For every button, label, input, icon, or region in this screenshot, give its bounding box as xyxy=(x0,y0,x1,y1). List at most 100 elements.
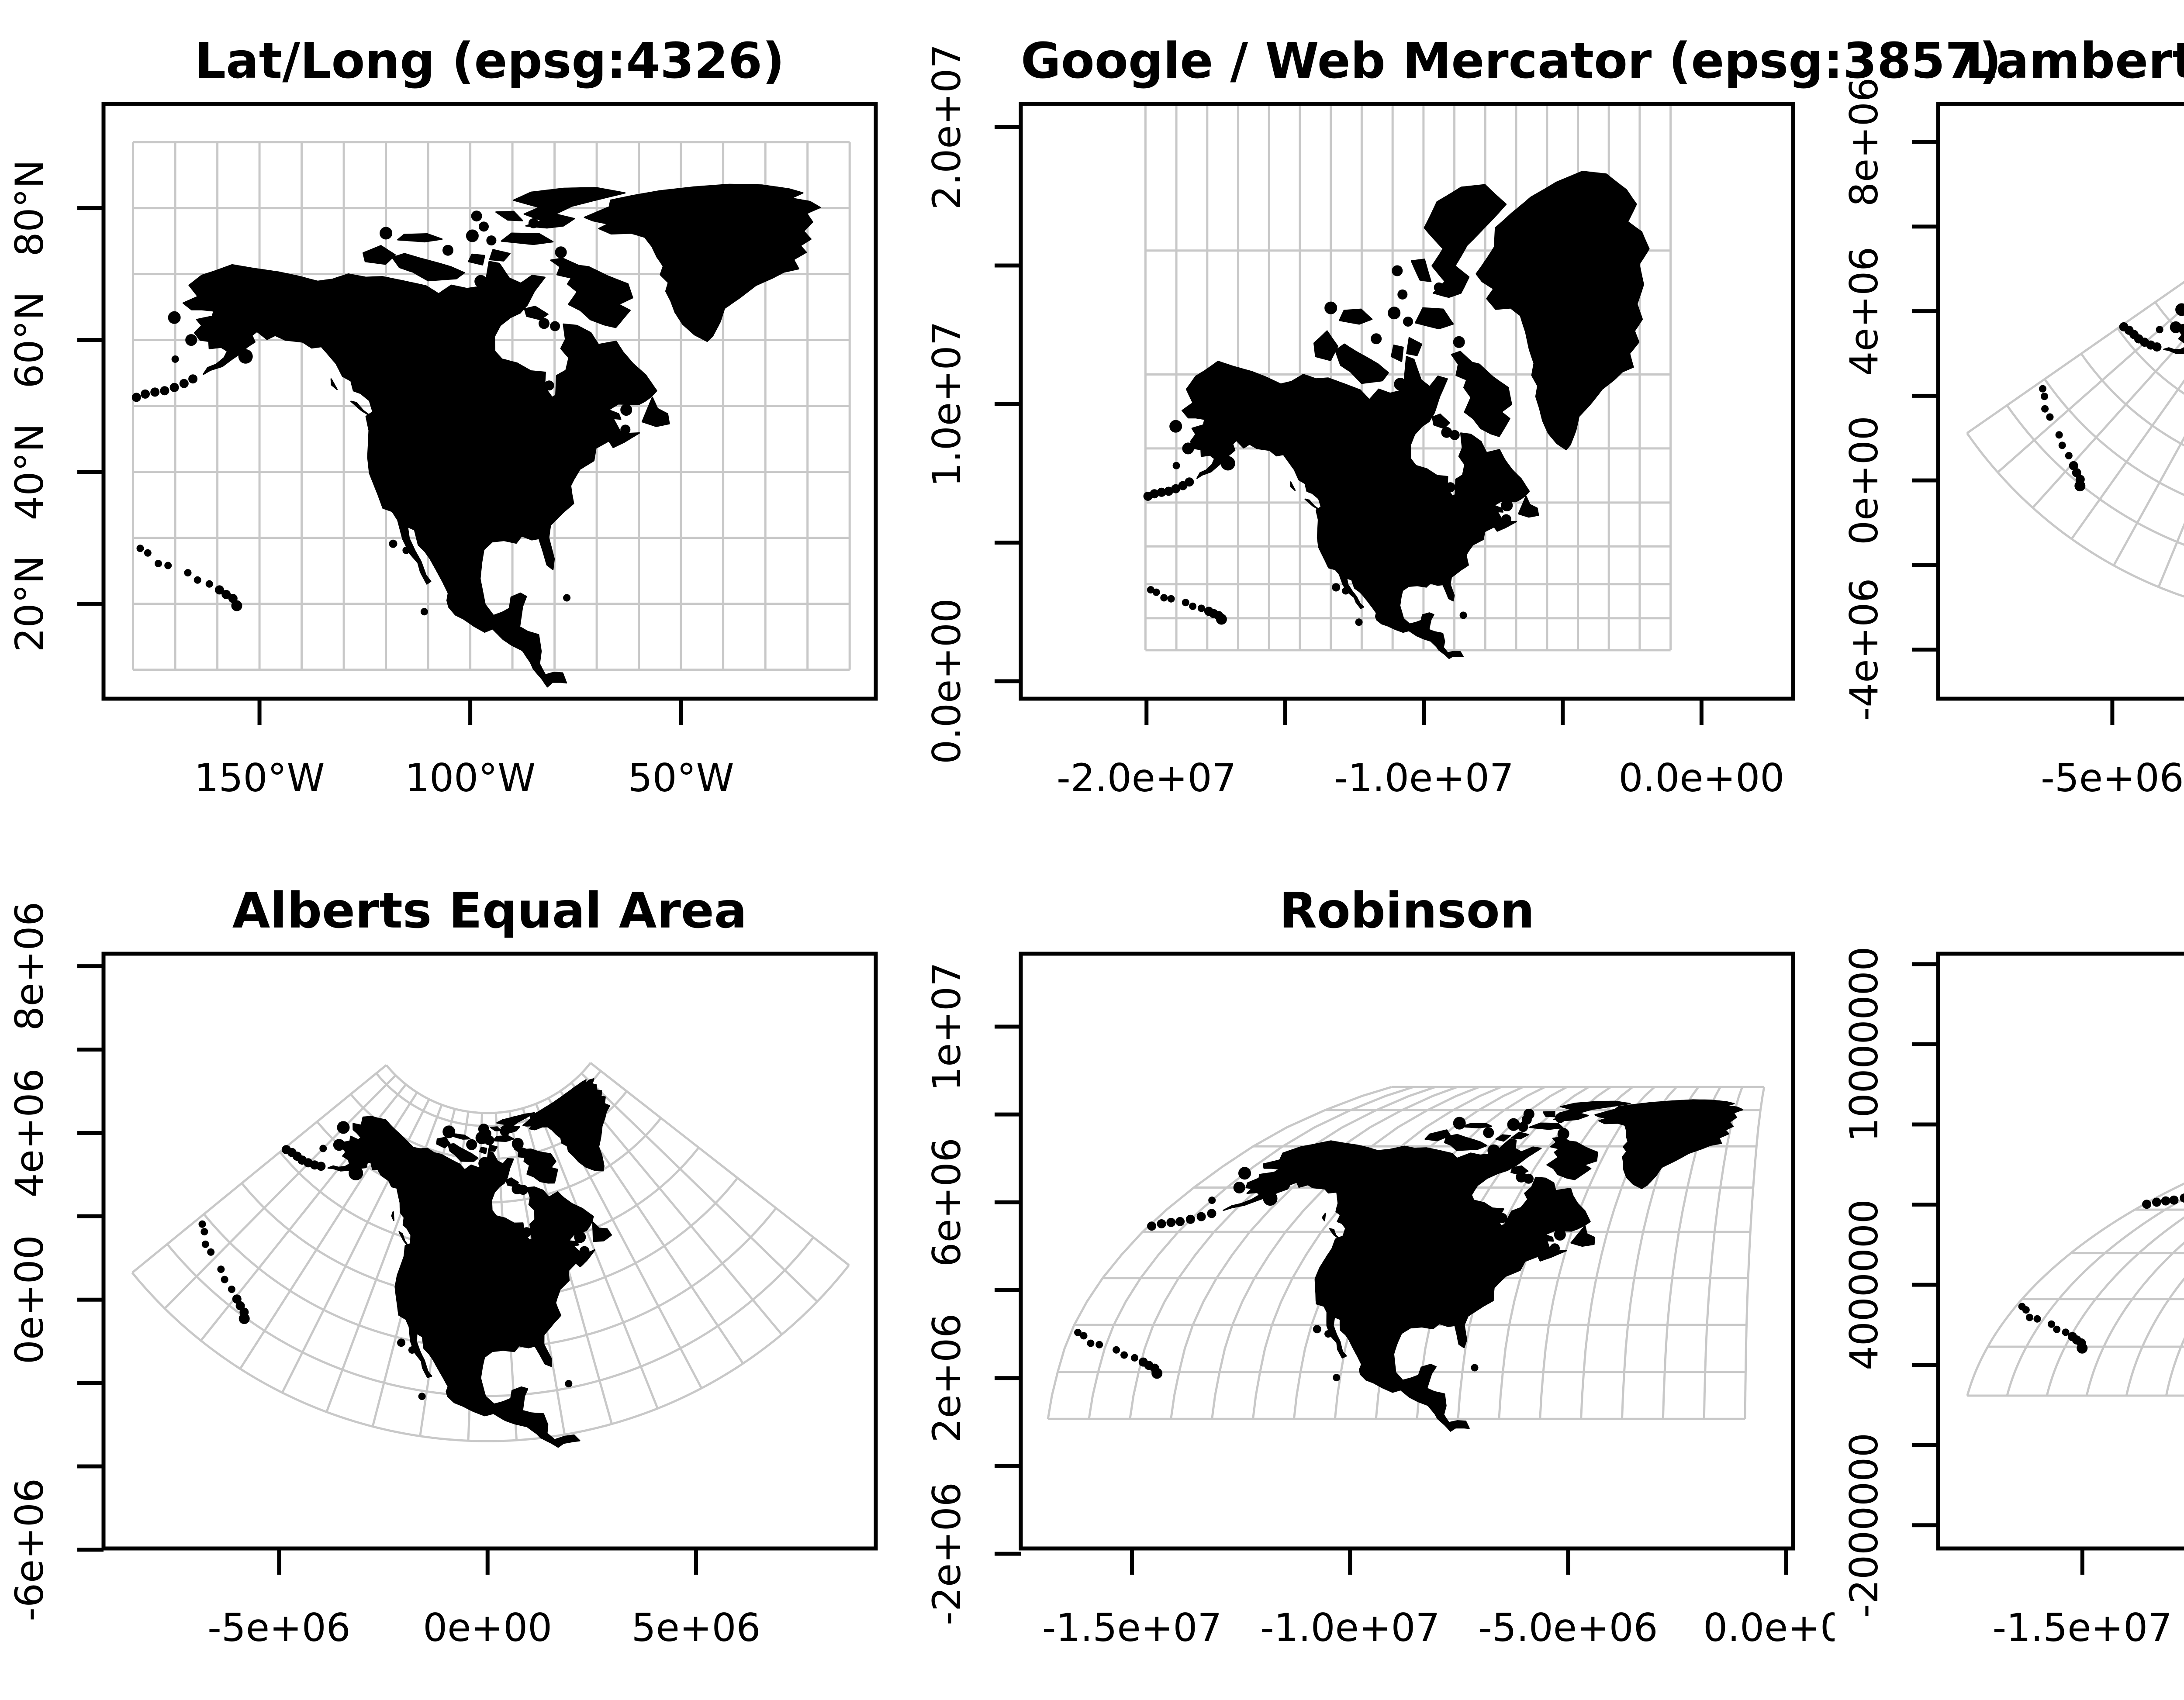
island-dot xyxy=(1507,1118,1520,1131)
island-dot xyxy=(471,210,482,222)
land-polygon-baffin xyxy=(1451,351,1512,437)
panel-title: Lat/Long (epsg:4326) xyxy=(194,33,785,90)
island-dot xyxy=(2175,303,2184,316)
x-tick-label: -1.5e+07 xyxy=(1993,1605,2173,1650)
island-dot xyxy=(2069,461,2078,470)
panel-albers: -5e+06 0e+00 5e+06 -6e+06 0e+00 4e+06 8e+06 Al… xyxy=(0,850,917,1700)
island-dot xyxy=(2018,1303,2026,1310)
island-dot xyxy=(1501,514,1511,524)
island-dot xyxy=(1324,301,1337,314)
land-polygon-baffin xyxy=(1546,1136,1598,1180)
land-polygon-victoria xyxy=(1444,1134,1487,1151)
land-polygon-haida_gwaii xyxy=(1290,481,1296,491)
land-polygon-vancouver_island xyxy=(350,400,372,417)
y-tick-label: 80°N xyxy=(7,160,52,257)
island-dot xyxy=(389,539,397,548)
panel-latlong: 150°W 100°W 50°W 20°N 40°N 60°N 80°N Lat/Long … xyxy=(0,0,917,850)
x-tick-label: -5.0e+06 xyxy=(1478,1605,1658,1650)
island-dot xyxy=(1342,587,1350,595)
plot-box xyxy=(101,952,878,1551)
land-polygon-banks xyxy=(363,245,396,265)
island-dot xyxy=(201,1240,209,1248)
y-tick-label: 0e+00 xyxy=(7,1235,52,1364)
land-polygon-haida_gwaii xyxy=(391,1211,394,1221)
graticule-parallel xyxy=(2117,328,2184,395)
land-polygon-banks xyxy=(1424,1129,1451,1141)
plot-area xyxy=(1143,104,1672,659)
y-tick-label: 4e+06 xyxy=(1842,247,1887,376)
plot-box xyxy=(1019,102,1795,701)
island-dot xyxy=(1449,430,1460,440)
land-polygon-prince_of_wales xyxy=(1390,345,1404,362)
island-dot xyxy=(1080,1332,1088,1340)
island-dot xyxy=(1087,1339,1095,1347)
island-dot xyxy=(1189,602,1197,610)
island-dot xyxy=(2119,322,2129,331)
land-polygon-axel_heiberg xyxy=(495,210,523,221)
island-dot xyxy=(1471,1364,1479,1372)
map-webmercator: -2.0e+07 -1.0e+07 0.0e+00 0.0e+00 1.0e+07 2.0… xyxy=(924,44,1795,800)
graticule-meridian xyxy=(325,1104,443,1413)
island-dot xyxy=(555,246,567,259)
island-dot xyxy=(221,590,231,599)
island-dot xyxy=(1392,265,1403,276)
island-dot xyxy=(160,386,169,396)
island-dot xyxy=(2068,1332,2077,1341)
panel-mollweide: -1.5e+07-5.0e+06-2000000400000010000000 … xyxy=(1835,850,2184,1700)
land-polygon-newfoundland xyxy=(592,1221,612,1242)
island-dot xyxy=(184,569,192,577)
island-dot xyxy=(539,318,549,329)
island-dot xyxy=(1220,456,1235,471)
island-dot xyxy=(408,1346,416,1354)
island-dot xyxy=(198,1220,206,1228)
panel-title: Alberts Equal Area xyxy=(232,883,747,939)
land-polygon-melville xyxy=(1339,308,1373,325)
panel-robinson: -1.5e+07 -1.0e+07 -5.0e+06 0.0e+00 -2e+06 2e+… xyxy=(917,850,1835,1700)
x-tick-label: 50°W xyxy=(628,755,734,800)
graticule-meridian xyxy=(589,1062,850,1266)
island-dot xyxy=(466,229,479,242)
y-tick-label: 10000000 xyxy=(1842,946,1887,1142)
panel-title: Lambert Conformal Conic: xyxy=(1965,33,2184,90)
x-tick-label: 0.0e+00 xyxy=(1703,1605,1835,1650)
land-polygon-haida_gwaii xyxy=(1322,1213,1326,1221)
axes: -2.0e+07 -1.0e+07 0.0e+00 0.0e+00 1.0e+07 2.0… xyxy=(924,44,1784,800)
land-polygon-devon xyxy=(501,232,554,245)
island-dot xyxy=(1483,1127,1494,1138)
island-dot xyxy=(205,580,213,588)
land-polygon-banks xyxy=(436,1137,451,1148)
island-dot xyxy=(228,1286,235,1293)
island-dot xyxy=(380,227,393,240)
island-dot xyxy=(194,576,201,584)
land-polygon-newfoundland xyxy=(1570,1225,1595,1247)
island-dot xyxy=(217,1266,225,1273)
graticule-meridian xyxy=(2085,1241,2184,1396)
island-dot xyxy=(228,594,238,603)
land-polygon-prince_of_wales xyxy=(479,1147,487,1155)
island-dot xyxy=(1204,607,1213,616)
land-polygon-greenland xyxy=(522,1078,610,1172)
land-polygon-axel_heiberg xyxy=(1542,1111,1555,1117)
plot-area xyxy=(131,141,851,688)
island-dot xyxy=(2062,1328,2070,1336)
plot-area xyxy=(131,1062,850,1448)
graticule-meridian xyxy=(1966,281,2184,434)
island-dot xyxy=(550,321,560,331)
y-tick-label: 0.0e+00 xyxy=(924,598,969,764)
land-polygon-mainland xyxy=(182,261,657,688)
panel-title: Mollweide xyxy=(1938,886,2184,935)
island-dot xyxy=(1095,1341,1103,1348)
land-polygon-greenland xyxy=(1594,1099,1744,1189)
land-polygon-newfoundland xyxy=(1518,495,1539,518)
island-dot xyxy=(2170,321,2182,333)
island-dot xyxy=(1557,1128,1569,1140)
y-tick-label: 2e+06 xyxy=(924,1314,969,1443)
island-dot xyxy=(1371,333,1382,345)
island-dot xyxy=(141,389,150,399)
graticule-parallel xyxy=(385,1062,591,1114)
island-dot xyxy=(1445,482,1455,493)
island-dot xyxy=(2156,326,2163,334)
island-dot xyxy=(522,1227,532,1238)
island-dot xyxy=(1147,586,1154,594)
